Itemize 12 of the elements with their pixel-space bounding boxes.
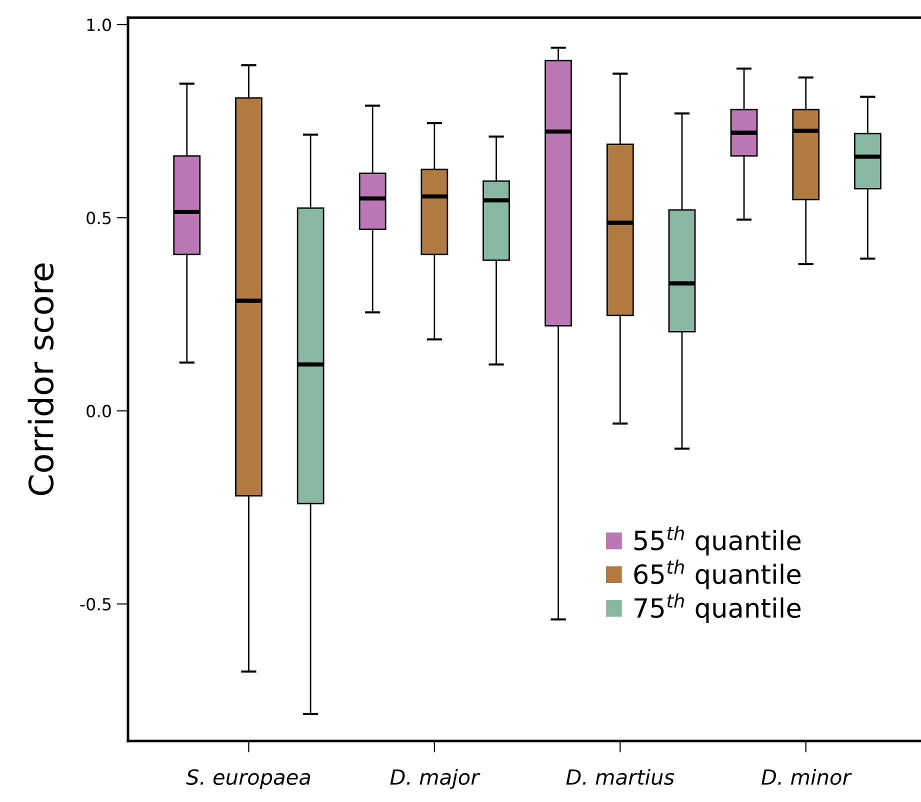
x-tick-label: D. minor — [761, 768, 852, 785]
x-tick-label: S. europaea — [186, 769, 310, 789]
x-tick-label: D. martius — [566, 768, 674, 785]
x-tick-label: D. major — [390, 768, 480, 789]
legend-label: 65$^{th}$ quantile — [634, 560, 801, 590]
legend-label: 75$^{th}$ quantile — [634, 593, 801, 624]
legend-label: 55$^{th}$ quantile — [634, 526, 801, 556]
y-tick-label: 1.0 — [87, 18, 111, 32]
y-tick-label: 0.5 — [86, 212, 111, 224]
y-tick-label: -0.5 — [80, 598, 111, 611]
y-axis-title: Corridor score — [28, 264, 54, 496]
y-tick-label: 0.0 — [86, 404, 111, 418]
